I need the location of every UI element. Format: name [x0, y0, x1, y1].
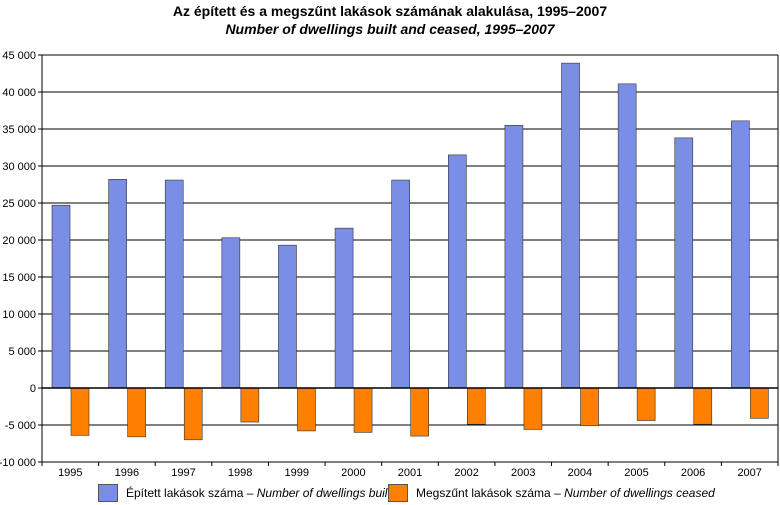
y-tick-label: 5 000 [8, 346, 36, 358]
bar-ceased [127, 387, 146, 438]
bar-ceased [523, 387, 543, 430]
legend-label-built-en: Number of dwellings built [256, 486, 391, 500]
legend-label-ceased-en: Number of dwellings ceased [564, 486, 715, 500]
bar-built [617, 83, 637, 389]
bar-ceased [353, 387, 373, 433]
y-tick-label: 0 [30, 383, 36, 395]
bar-built [674, 137, 694, 389]
x-tick-label: 1995 [58, 467, 82, 479]
x-tick-label: 2001 [398, 467, 422, 479]
y-tick-label: 40 000 [2, 87, 36, 99]
legend-item-ceased: Megszűnt lakások száma – Number of dwell… [388, 484, 715, 502]
legend-swatch-ceased [388, 484, 408, 502]
bar-ceased [297, 387, 316, 432]
y-tick-label: 15 000 [2, 272, 36, 284]
x-tick-label: 2004 [568, 467, 592, 479]
x-tick-label: 2003 [511, 467, 535, 479]
bar-ceased [467, 387, 486, 425]
y-tick-label: 45 000 [2, 50, 36, 62]
bar-built [561, 62, 580, 389]
bar-ceased [240, 387, 260, 423]
x-tick-label: 1996 [115, 467, 139, 479]
x-tick-label: 2002 [454, 467, 478, 479]
bar-built [504, 125, 524, 389]
legend-separator-ceased: – [550, 486, 565, 500]
bar-built [334, 227, 354, 389]
y-tick-label: 35 000 [2, 124, 36, 136]
bar-ceased [70, 387, 90, 436]
x-tick-label: 2005 [624, 467, 648, 479]
bar-built [108, 179, 127, 389]
bar-built [51, 204, 71, 389]
legend-swatch-built [98, 484, 118, 502]
y-tick-label: 30 000 [2, 161, 36, 173]
x-tick-label: 2006 [681, 467, 705, 479]
bar-ceased [410, 387, 429, 437]
x-tick-label: 1997 [171, 467, 195, 479]
x-tick-label: 2000 [341, 467, 365, 479]
legend-label-ceased-hu: Megszűnt lakások száma [416, 486, 551, 500]
bar-ceased [693, 387, 713, 425]
y-tick-label: -5 000 [5, 420, 36, 432]
bar-ceased [183, 387, 203, 441]
bar-ceased [580, 387, 599, 427]
bar-built [221, 237, 241, 389]
legend-label-built-hu: Épített lakások száma [126, 486, 244, 500]
y-tick-label: 20 000 [2, 235, 36, 247]
y-tick-label: 25 000 [2, 198, 36, 210]
bar-built [164, 179, 184, 389]
bar-ceased [636, 387, 656, 421]
legend-item-built: Épített lakások száma – Number of dwelli… [98, 484, 391, 502]
bar-built [278, 244, 297, 389]
x-tick-label: 1999 [285, 467, 309, 479]
x-tick-label: 2007 [737, 467, 761, 479]
y-tick-label: 10 000 [2, 309, 36, 321]
chart-title-block: Az épített és a megszűnt lakások számána… [0, 2, 780, 38]
bar-built [731, 120, 750, 389]
x-tick-label: 1998 [228, 467, 252, 479]
chart-title: Az épített és a megszűnt lakások számána… [172, 3, 608, 19]
bar-ceased [750, 387, 769, 419]
legend-separator-built: – [243, 486, 257, 500]
bar-built [391, 179, 410, 389]
chart-subtitle: Number of dwellings built and ceased, 19… [225, 21, 555, 37]
y-tick-label: -10 000 [0, 457, 36, 469]
bar-built [448, 154, 467, 389]
